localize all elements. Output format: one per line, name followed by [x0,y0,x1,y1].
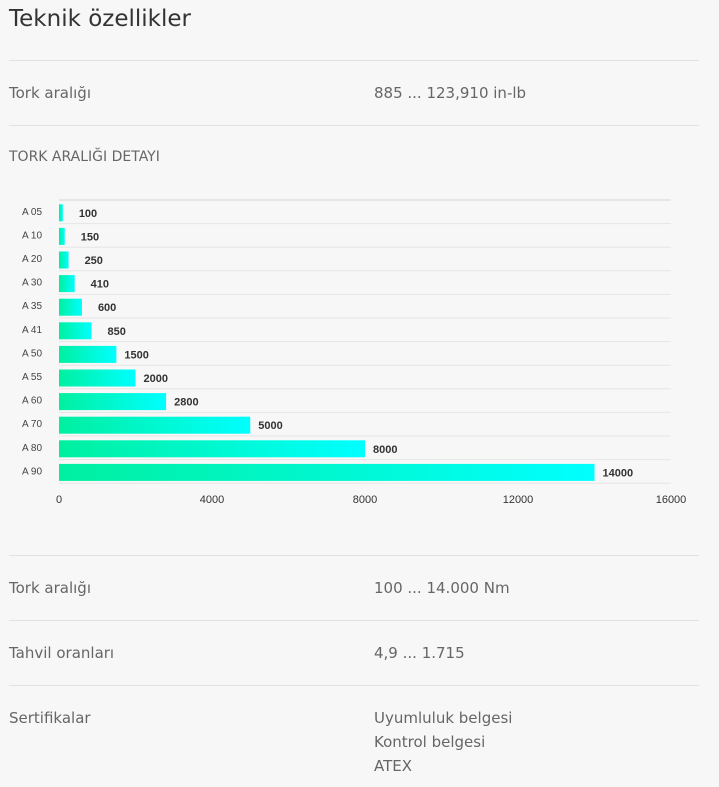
category-label: A 10 [22,230,42,241]
data-label: 5000 [258,420,282,432]
bar [59,298,82,316]
row-label: Tahvil oranları [9,644,115,662]
divider [9,620,699,621]
bar [59,440,365,458]
divider [9,60,699,61]
torque-bar-chart: A 05 100 A 10 150 A 20 250 A 30 410 A 35 600 A 41 8… [22,199,687,506]
divider [9,685,699,686]
data-label: 2800 [174,397,198,409]
category-label: A 35 [22,301,42,312]
certificate: ATEX [374,757,413,775]
x-tick-label: 16000 [656,494,687,506]
row-label: Sertifikalar [9,709,91,727]
category-label: A 41 [22,325,42,336]
category-label: A 60 [22,396,42,407]
bar [59,204,63,222]
row-value: 885 ... 123,910 in-lb [374,84,527,102]
category-label: A 20 [22,254,42,265]
x-tick-label: 8000 [353,494,377,506]
data-label: 8000 [373,444,397,456]
bar [59,322,92,340]
bar [59,369,136,387]
row-value: 100 ... 14.000 Nm [374,579,510,597]
category-label: A 70 [22,419,42,430]
data-label: 2000 [144,373,168,385]
category-label: A 05 [22,207,42,218]
data-label: 410 [91,279,109,291]
x-tick-label: 0 [56,494,62,506]
data-label: 850 [108,326,126,338]
chart-title: TORK ARALIĞI DETAYI [9,149,160,165]
category-label: A 80 [22,443,42,454]
bar [59,393,167,411]
bar [59,416,251,434]
certificate: Kontrol belgesi [374,733,486,751]
data-label: 14000 [603,467,634,479]
x-tick-label: 4000 [200,494,224,506]
category-label: A 90 [22,466,42,477]
bar [59,463,595,481]
row-label: Tork aralığı [9,579,91,597]
bar [59,345,117,363]
bar [59,251,69,269]
x-tick-label: 12000 [503,494,534,506]
category-label: A 50 [22,348,42,359]
page-title: Teknik özellikler [9,6,191,32]
certificate: Uyumluluk belgesi [374,709,513,727]
data-label: 100 [79,208,97,220]
data-label: 600 [98,302,116,314]
row-label: Tork aralığı [9,84,91,102]
row-value-list: Uyumluluk belgesi Kontrol belgesi ATEX [374,706,512,778]
category-label: A 30 [22,278,42,289]
bar [59,227,65,245]
divider [9,555,699,556]
bar [59,275,75,293]
data-label: 150 [81,231,99,243]
data-label: 250 [85,255,103,267]
divider [9,125,699,126]
data-label: 1500 [124,349,148,361]
row-value: 4,9 ... 1.715 [374,644,465,662]
category-label: A 55 [22,372,42,383]
